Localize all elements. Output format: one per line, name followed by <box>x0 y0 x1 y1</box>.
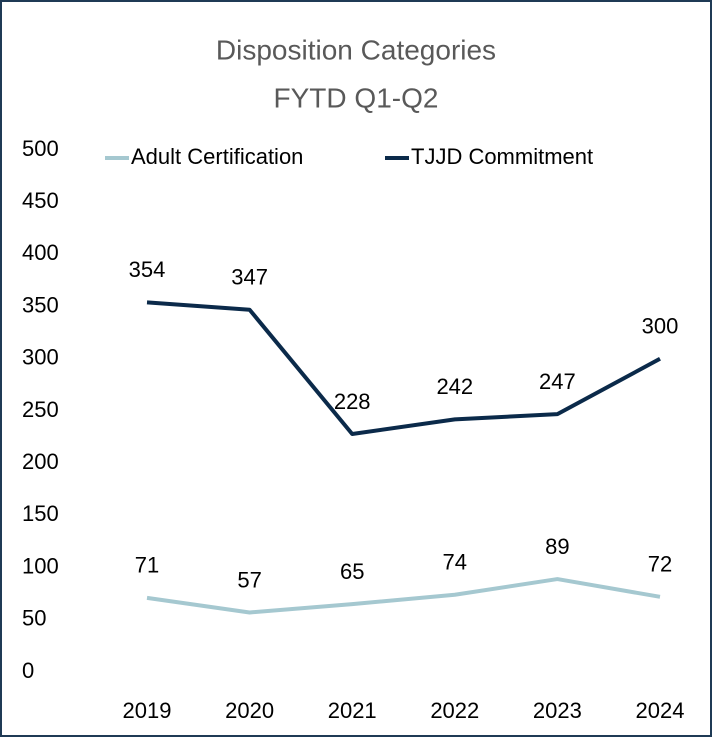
chart-subtitle: FYTD Q1-Q2 <box>274 82 439 113</box>
y-tick-label: 350 <box>22 292 59 317</box>
y-tick-label: 50 <box>22 606 46 631</box>
x-tick-label: 2019 <box>123 698 172 723</box>
y-tick-label: 500 <box>22 136 59 161</box>
y-tick-label: 100 <box>22 553 59 578</box>
data-label: 57 <box>237 567 261 592</box>
x-tick-label: 2024 <box>636 698 685 723</box>
data-label: 300 <box>642 314 679 339</box>
series-line <box>146 577 661 615</box>
x-tick-label: 2022 <box>430 698 479 723</box>
data-label: 72 <box>648 552 672 577</box>
x-tick-label: 2020 <box>225 698 274 723</box>
y-tick-label: 150 <box>22 501 59 526</box>
y-tick-label: 200 <box>22 449 59 474</box>
data-label: 89 <box>545 534 569 559</box>
data-label: 242 <box>436 374 473 399</box>
data-label: 247 <box>539 369 576 394</box>
x-tick-label: 2023 <box>533 698 582 723</box>
data-label: 228 <box>334 389 371 414</box>
y-tick-label: 400 <box>22 240 59 265</box>
series-line <box>146 300 661 436</box>
y-tick-label: 250 <box>22 397 59 422</box>
chart-title: Disposition Categories <box>216 34 496 65</box>
y-tick-label: 450 <box>22 188 59 213</box>
x-tick-label: 2021 <box>328 698 377 723</box>
data-label: 65 <box>340 559 364 584</box>
legend-label: Adult Certification <box>131 144 303 169</box>
y-tick-label: 300 <box>22 345 59 370</box>
y-tick-label: 0 <box>22 658 34 683</box>
data-label: 74 <box>443 550 467 575</box>
legend-label: TJJD Commitment <box>411 144 593 169</box>
data-label: 347 <box>231 265 268 290</box>
data-label: 71 <box>135 553 159 578</box>
data-label: 354 <box>129 257 166 282</box>
